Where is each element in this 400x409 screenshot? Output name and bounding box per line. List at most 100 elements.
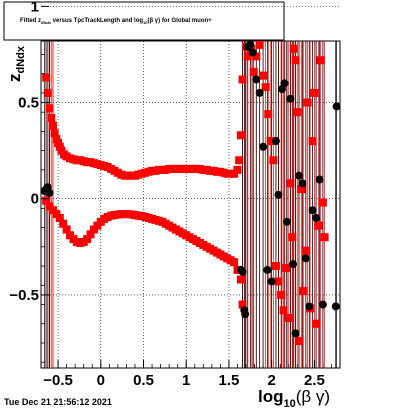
data-point-black (241, 310, 250, 319)
data-point-red (266, 137, 275, 146)
data-point-red (55, 213, 64, 222)
data-point-red (308, 137, 317, 146)
data-point-black (255, 88, 264, 97)
data-point-black (332, 102, 341, 111)
y-tick-label: 0.5 (18, 95, 39, 112)
data-point-red (301, 246, 310, 255)
data-point-red (310, 88, 319, 97)
data-point-red (314, 221, 323, 230)
data-point-black (331, 302, 340, 311)
data-point-black (283, 217, 292, 226)
data-point-black (246, 40, 255, 49)
axis-ticks (41, 5, 332, 368)
x-tick-labels: −0.5 0 0.5 1 1.5 2 2.5 (43, 372, 325, 389)
data-point-red (261, 83, 270, 92)
data-point-red (282, 263, 291, 272)
data-point-red (83, 235, 92, 244)
x-axis-title: log10(β γ) (258, 387, 330, 409)
y-axis-title: zdNdx (5, 45, 27, 82)
y-tick-label: 0 (31, 191, 39, 208)
data-point-red (274, 277, 283, 286)
data-point-red (289, 44, 298, 53)
plot-frame (40, 40, 341, 369)
data-point-red (277, 290, 286, 299)
data-point-black (280, 79, 289, 88)
data-point-red (318, 198, 327, 207)
data-point-black (298, 179, 307, 188)
data-point-red (294, 337, 303, 346)
x-tick-label: 1 (182, 372, 190, 389)
data-point-black (263, 265, 272, 274)
x-tick-label: 0.5 (133, 372, 154, 389)
data-point-black (286, 94, 295, 103)
data-point-black (252, 75, 261, 84)
data-point-red (238, 300, 247, 309)
chart-title-box: Fitted zdNdx versus TpcTrackLength and l… (3, 1, 285, 41)
data-point-red (264, 110, 273, 119)
data-point-black (289, 260, 298, 269)
data-point-red (259, 71, 268, 80)
data-point-red (47, 113, 56, 122)
data-point-red (43, 88, 52, 97)
y-tick-label: 1 (31, 0, 39, 15)
data-point-red (284, 313, 293, 322)
data-point-red (288, 233, 297, 242)
data-point-red (86, 230, 95, 239)
data-point-black (305, 302, 314, 311)
data-point-black (238, 267, 247, 276)
data-point-red (255, 40, 264, 49)
data-point-black (248, 48, 257, 57)
data-point-black (45, 188, 54, 197)
data-point-red (42, 196, 51, 205)
data-point-red (269, 156, 278, 165)
data-point-black (259, 142, 268, 151)
x-tick-label: 0 (97, 372, 105, 389)
data-point-red (252, 52, 261, 61)
data-point-red (286, 179, 295, 188)
data-point-black (308, 206, 317, 215)
data-point-black (315, 175, 324, 184)
data-point-red (236, 275, 245, 284)
data-point-red (271, 262, 280, 271)
data-point-red (238, 75, 247, 84)
y-tick-labels: −0.5 0 0.5 1 (9, 0, 39, 304)
data-point-red (297, 185, 306, 194)
data-markers (40, 40, 341, 346)
data-point-red (291, 56, 300, 65)
data-point-black (294, 171, 303, 180)
data-point-red (59, 219, 68, 228)
data-point-red (243, 52, 252, 61)
x-tick-label: −0.5 (43, 372, 73, 389)
data-point-red (233, 165, 242, 174)
data-point-black (301, 254, 310, 263)
data-point-red (235, 156, 244, 165)
x-tick-label: 1.5 (219, 372, 240, 389)
data-point-red (62, 225, 71, 234)
data-point-black (267, 277, 276, 286)
x-tick-label: 2.5 (304, 372, 325, 389)
chart-title: Fitted zdNdx versus TpcTrackLength and l… (20, 18, 212, 25)
data-point-black (274, 190, 283, 199)
y-tick-label: −0.5 (9, 287, 39, 304)
data-point-red (293, 108, 302, 117)
data-point-red (279, 306, 288, 315)
data-point-red (236, 131, 245, 140)
data-point-red (320, 233, 329, 242)
data-point-red (303, 98, 312, 107)
x-tick-label: 2 (267, 372, 275, 389)
data-point-red (230, 258, 239, 267)
data-point-black (312, 213, 321, 222)
data-point-red (299, 287, 308, 296)
timestamp: Tue Dec 21 21:56:12 2021 (4, 397, 112, 407)
data-point-red (42, 73, 51, 82)
data-point-red (48, 121, 57, 130)
data-point-red (45, 104, 54, 113)
data-point-red (312, 319, 321, 328)
data-point-red (50, 129, 59, 138)
data-point-black (291, 329, 300, 338)
data-point-red (249, 67, 258, 76)
data-point-red (316, 56, 325, 65)
data-point-black (318, 300, 327, 309)
